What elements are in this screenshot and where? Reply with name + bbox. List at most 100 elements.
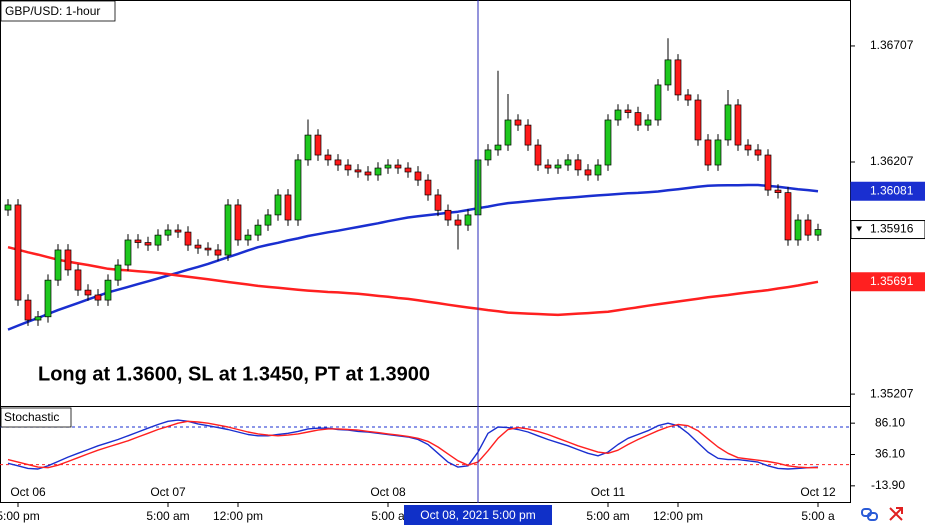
candle-body xyxy=(334,159,342,166)
candle xyxy=(184,226,192,251)
candle xyxy=(274,189,282,221)
candle-body xyxy=(694,99,702,141)
candle xyxy=(204,242,212,256)
candle-body xyxy=(714,139,722,166)
candle-body xyxy=(804,219,812,236)
candle xyxy=(784,186,792,246)
candle xyxy=(694,94,702,146)
candle-body xyxy=(4,204,12,211)
candle-body xyxy=(94,294,102,301)
candle xyxy=(194,239,202,254)
candle xyxy=(674,54,682,101)
candle-body xyxy=(114,264,122,281)
candle-body xyxy=(534,144,542,166)
candle-body xyxy=(814,229,822,236)
stoch-tick-label: 86.10 xyxy=(875,415,905,429)
candle-body xyxy=(654,84,662,121)
candle xyxy=(534,139,542,171)
candle-body xyxy=(174,229,182,233)
link-icon-part xyxy=(867,512,878,521)
candle-body xyxy=(394,164,402,169)
candle xyxy=(24,294,32,326)
candle xyxy=(124,234,132,271)
x-date-label: Oct 06 xyxy=(10,485,46,499)
candle xyxy=(704,134,712,171)
candle xyxy=(794,214,802,246)
candle xyxy=(134,234,142,249)
candle xyxy=(304,119,312,166)
candle xyxy=(4,199,12,216)
candle-body xyxy=(724,104,732,141)
candle-body xyxy=(674,59,682,96)
candle-body xyxy=(574,159,582,171)
toolbar-icons xyxy=(861,507,903,521)
candle xyxy=(334,154,342,171)
expand-icon[interactable] xyxy=(889,507,903,521)
last-price-label: 1.35916 xyxy=(870,222,914,236)
stochastic-line xyxy=(7,419,819,470)
moving-average xyxy=(7,245,819,317)
candle-body xyxy=(84,289,92,296)
candle xyxy=(74,264,82,296)
plot-frame xyxy=(0,0,851,503)
candle xyxy=(364,166,372,181)
candle xyxy=(434,189,442,217)
candle-body xyxy=(684,94,692,101)
moving-average xyxy=(7,183,819,331)
candle xyxy=(84,284,92,301)
candle-body xyxy=(144,242,152,246)
candle-body xyxy=(464,214,472,226)
candle xyxy=(624,104,632,119)
x-date-label: Oct 08 xyxy=(370,485,406,499)
candle-body xyxy=(34,316,42,321)
candle xyxy=(654,79,662,126)
ma-price-label-box xyxy=(850,272,925,292)
candle-body xyxy=(614,109,622,121)
candle xyxy=(214,244,222,261)
candle xyxy=(244,229,252,246)
candle-body xyxy=(554,164,562,169)
candle xyxy=(234,199,242,246)
candle xyxy=(54,244,62,286)
candle-body xyxy=(164,229,172,236)
candle xyxy=(614,104,622,126)
stoch-tick-label: 36.10 xyxy=(875,447,905,461)
candle xyxy=(684,89,692,106)
candle xyxy=(734,99,742,151)
candle-body xyxy=(354,169,362,173)
x-date-label: Oct 07 xyxy=(150,485,186,499)
candle-body xyxy=(234,204,242,241)
candle-body xyxy=(604,119,612,166)
candle xyxy=(394,159,402,174)
candle xyxy=(584,164,592,181)
candle-body xyxy=(454,219,462,226)
candle xyxy=(494,70,502,156)
last-price-label-arrow xyxy=(856,226,862,232)
candle-body xyxy=(14,204,22,301)
candle xyxy=(444,204,452,226)
candle-body xyxy=(704,139,712,166)
ma-price-label: 1.35691 xyxy=(870,274,914,288)
candle-body xyxy=(634,112,642,126)
candle-body xyxy=(134,239,142,243)
candle xyxy=(404,162,412,178)
candle-body xyxy=(154,234,162,246)
candle-body xyxy=(294,159,302,221)
chart-title: GBP/USD: 1-hour xyxy=(5,4,100,18)
crosshair-label-box xyxy=(404,505,552,525)
candle-body xyxy=(184,231,192,246)
candle-body xyxy=(544,164,552,169)
candle xyxy=(604,114,612,171)
candle xyxy=(14,199,22,306)
x-time-label: 5:00 am xyxy=(586,509,629,523)
candle xyxy=(484,144,492,166)
stoch-tick-label: -13.90 xyxy=(871,478,905,492)
candle-body xyxy=(344,164,352,171)
candle xyxy=(264,209,272,231)
ma-price-label: 1.36081 xyxy=(870,183,914,197)
candle xyxy=(114,259,122,286)
candle xyxy=(724,90,732,146)
